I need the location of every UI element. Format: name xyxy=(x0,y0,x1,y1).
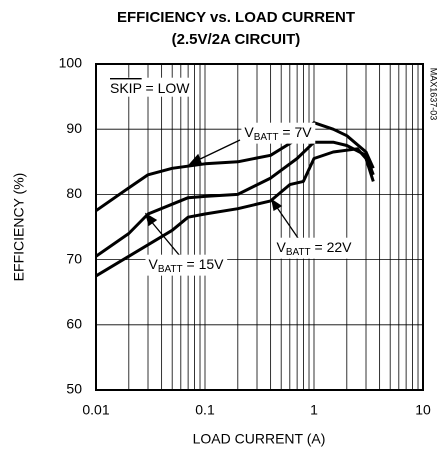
label-background xyxy=(241,122,316,144)
label-background xyxy=(107,77,194,97)
x-tick-label: 0.01 xyxy=(82,402,109,418)
label-background xyxy=(273,237,356,259)
y-axis-label: EFFICIENCY (%) xyxy=(11,173,27,282)
arrowhead xyxy=(144,212,158,227)
arrowhead xyxy=(188,153,202,165)
y-tick-label: 100 xyxy=(59,55,83,71)
annotation: SKIP = LOW xyxy=(110,80,190,96)
y-tick-label: 70 xyxy=(66,250,82,266)
series-line xyxy=(95,121,375,212)
annotation: MAX1637-03 xyxy=(429,68,439,121)
x-tick-label: 10 xyxy=(415,402,431,418)
series-line xyxy=(95,140,375,258)
arrow xyxy=(195,139,241,162)
chart-title: EFFICIENCY vs. LOAD CURRENT xyxy=(117,9,355,26)
series-label: VBATT = 7V xyxy=(244,124,312,143)
plot-frame xyxy=(95,63,424,391)
chart-subtitle: (2.5V/2A CIRCUIT) xyxy=(172,31,301,48)
arrowhead xyxy=(271,198,283,212)
label-background xyxy=(145,254,228,276)
annotation-arrows xyxy=(144,139,299,257)
y-tick-label: 90 xyxy=(66,120,82,136)
x-tick-label: 0.1 xyxy=(195,402,215,418)
y-tick-label: 50 xyxy=(66,381,82,397)
y-tick-label: 80 xyxy=(66,185,82,201)
series-line xyxy=(95,147,375,278)
arrow xyxy=(149,219,181,257)
series-label: VBATT = 22V xyxy=(276,239,352,258)
y-tick-label: 60 xyxy=(66,316,82,332)
x-axis-label: LOAD CURRENT (A) xyxy=(193,431,326,447)
series-label: VBATT = 15V xyxy=(148,256,224,275)
arrow xyxy=(275,205,299,239)
x-tick-label: 1 xyxy=(310,402,318,418)
